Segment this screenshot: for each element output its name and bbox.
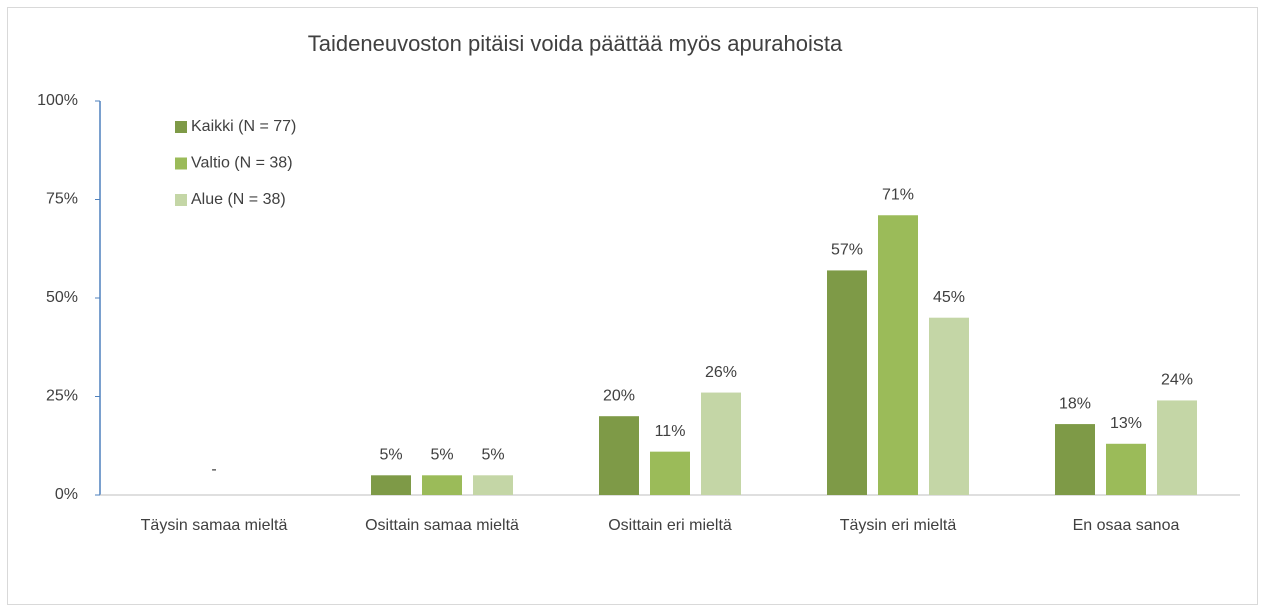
data-label: 24%: [1161, 372, 1193, 389]
data-label: 18%: [1059, 395, 1091, 412]
y-tick-label: 25%: [46, 388, 78, 405]
bar: [1157, 400, 1197, 495]
data-label: 5%: [430, 447, 453, 464]
y-tick-label: 100%: [37, 92, 78, 109]
data-label: 71%: [882, 186, 914, 203]
x-tick-label: Täysin eri mieltä: [840, 517, 957, 534]
bar: [1106, 443, 1146, 495]
bar: [1055, 424, 1095, 495]
bar: [929, 317, 969, 495]
data-label: 45%: [933, 289, 965, 306]
x-tick-label: En osaa sanoa: [1073, 517, 1180, 534]
bar: [371, 475, 411, 495]
legend-swatch: [175, 121, 187, 133]
legend-label: Kaikki (N = 77): [191, 118, 296, 135]
bar: [827, 270, 867, 495]
bar: [701, 392, 741, 495]
y-tick-label: 75%: [46, 191, 78, 208]
data-label: -: [211, 461, 216, 478]
y-tick-label: 50%: [46, 289, 78, 306]
data-label: 13%: [1110, 415, 1142, 432]
bar: [473, 475, 513, 495]
data-label: 57%: [831, 242, 863, 259]
bar: [599, 416, 639, 495]
data-label: 5%: [481, 447, 504, 464]
legend-label: Valtio (N = 38): [191, 155, 293, 172]
y-tick-label: 0%: [55, 486, 78, 503]
bar: [650, 451, 690, 495]
x-tick-label: Täysin samaa mieltä: [141, 517, 288, 534]
bar: [878, 215, 918, 495]
legend-swatch: [175, 194, 187, 206]
data-label: 26%: [705, 364, 737, 381]
x-tick-label: Osittain eri mieltä: [608, 517, 732, 534]
data-label: 11%: [655, 423, 686, 440]
data-label: 20%: [603, 387, 635, 404]
legend-label: Alue (N = 38): [191, 191, 286, 208]
chart-title: Taideneuvoston pitäisi voida päättää myö…: [308, 31, 843, 56]
bar: [422, 475, 462, 495]
data-label: 5%: [379, 447, 402, 464]
x-tick-label: Osittain samaa mieltä: [365, 517, 519, 534]
legend-swatch: [175, 157, 187, 170]
chart-border: [7, 7, 1258, 605]
